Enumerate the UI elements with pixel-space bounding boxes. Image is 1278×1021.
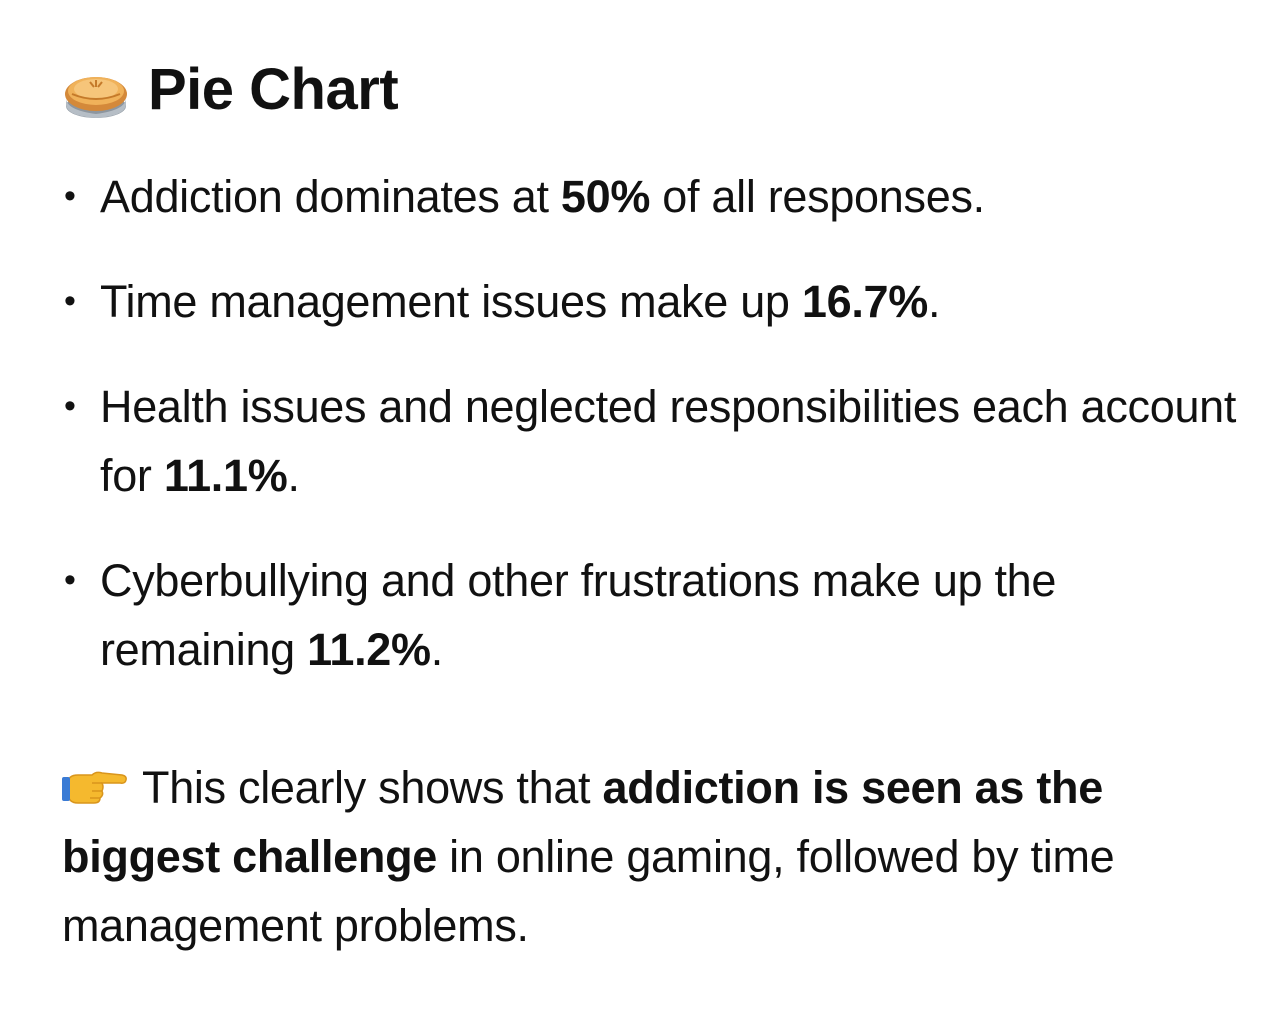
item-value: 16.7%: [801, 276, 928, 327]
list-item: • Health issues and neglected responsibi…: [62, 372, 1252, 510]
list-item: • Time management issues make up 16.7%.: [62, 267, 1252, 336]
note-text: in online gaming, followed by time manag…: [62, 831, 1115, 951]
note-emphasis: addiction is seen as the biggest challen…: [62, 762, 1103, 882]
item-value: 11.1%: [163, 450, 288, 501]
item-text: Cyberbullying and other frustrations mak…: [100, 555, 1057, 675]
summary-note: This clearly shows that addiction is see…: [62, 753, 1242, 960]
item-value: 50%: [560, 171, 651, 222]
section-heading: Pie Chart: [62, 52, 399, 132]
list-item: • Cyberbullying and other frustrations m…: [62, 546, 1252, 684]
findings-list: • Addiction dominates at 50% of all resp…: [62, 162, 1252, 720]
bullet-marker: •: [64, 282, 76, 320]
item-text: .: [287, 450, 300, 501]
pie-icon: [65, 77, 127, 118]
note-text: This clearly shows that: [142, 762, 603, 813]
pointing-hand-icon: [62, 771, 127, 804]
bullet-marker: •: [64, 387, 76, 425]
item-text: Health issues and neglected responsibili…: [100, 381, 1237, 501]
bullet-marker: •: [64, 177, 76, 215]
item-text: .: [430, 624, 444, 675]
item-text: Time management issues make up: [100, 276, 802, 327]
page-title: Pie Chart: [148, 57, 399, 122]
list-item: • Addiction dominates at 50% of all resp…: [62, 162, 1252, 231]
item-text: .: [927, 276, 941, 327]
item-value: 11.2%: [307, 624, 431, 675]
item-text: of all responses.: [650, 171, 985, 222]
bullet-marker: •: [64, 561, 76, 599]
item-text: Addiction dominates at: [100, 171, 561, 222]
